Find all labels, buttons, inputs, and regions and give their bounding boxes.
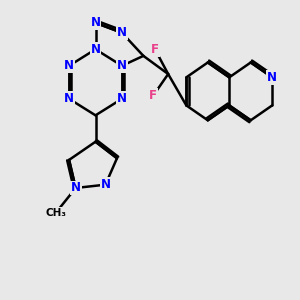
Text: N: N [71, 182, 81, 194]
Text: N: N [267, 71, 277, 84]
Text: N: N [64, 59, 74, 72]
Text: N: N [91, 16, 100, 29]
Text: N: N [117, 59, 127, 72]
Text: N: N [64, 92, 74, 105]
Text: N: N [117, 92, 127, 105]
Text: F: F [149, 89, 157, 102]
Text: CH₃: CH₃ [45, 208, 66, 218]
Text: F: F [151, 43, 159, 56]
Text: N: N [117, 26, 127, 39]
Text: N: N [91, 43, 100, 56]
Text: N: N [100, 178, 110, 191]
